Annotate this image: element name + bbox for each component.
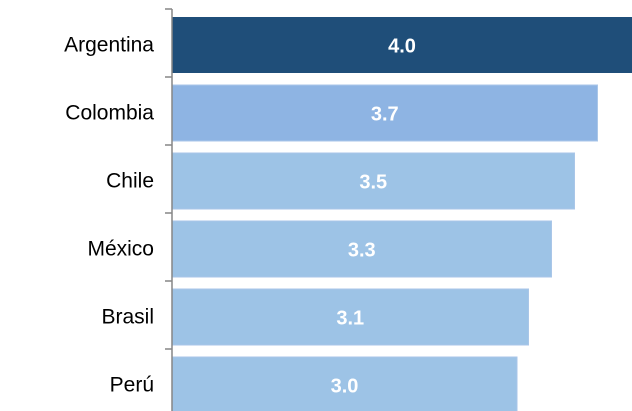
bar	[171, 84, 598, 142]
value-label: 3.7	[371, 103, 399, 125]
value-label: 3.0	[331, 375, 359, 397]
category-label: Perú	[110, 374, 154, 397]
bar	[171, 220, 552, 278]
value-label: 3.3	[348, 239, 376, 261]
category-label: Argentina	[64, 34, 154, 57]
bar	[171, 356, 518, 411]
category-label: Colombia	[65, 102, 154, 125]
bar	[172, 17, 632, 73]
value-label: 3.5	[359, 171, 387, 193]
category-label: México	[87, 238, 154, 261]
bar	[171, 288, 529, 346]
category-label: Brasil	[101, 306, 154, 329]
value-label: 3.1	[336, 307, 364, 329]
bar	[171, 152, 575, 210]
category-label: Chile	[106, 170, 154, 193]
value-label: 4.0	[388, 35, 416, 57]
